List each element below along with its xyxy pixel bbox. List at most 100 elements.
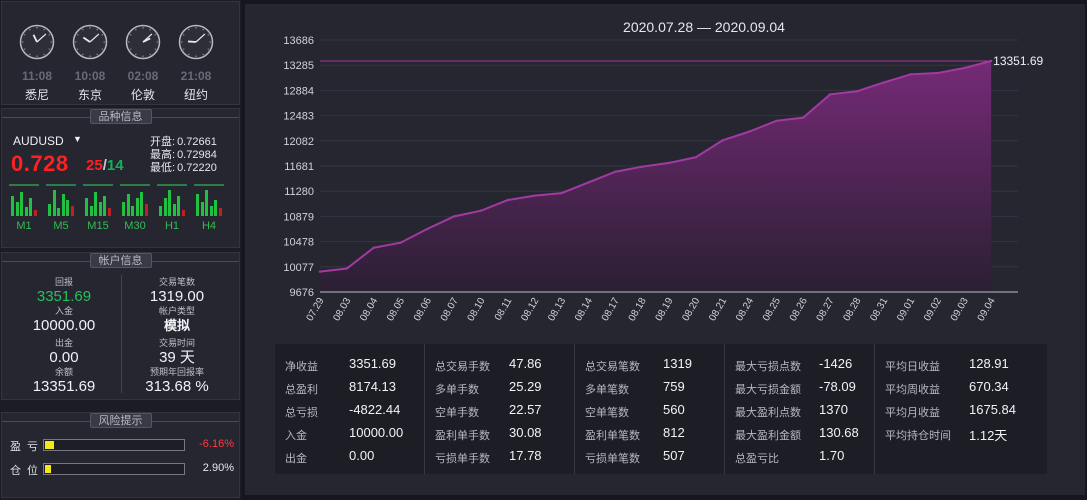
field-value: 10000.00 [32, 317, 96, 334]
risk-label: 盈亏 [10, 441, 44, 453]
field-label: 出金 [54, 338, 73, 348]
stat-value: 560 [663, 402, 685, 417]
spread-bid: 14 [106, 157, 124, 174]
divider [121, 275, 122, 393]
risk-pnl: 盈亏 -6.16% [10, 438, 234, 453]
field-label: 回报 [54, 277, 73, 287]
signal-bar [98, 202, 102, 216]
data-point [748, 130, 751, 133]
signal-bar [168, 190, 171, 216]
signal-bar [205, 190, 208, 216]
signal-bars-icon [120, 184, 150, 216]
stats-column: 总交易笔数 1319 多单笔数 759 空单笔数 560 盈利单笔数 812 亏损单笔数 507 [575, 344, 725, 474]
timeframe-h4[interactable]: H4 [194, 184, 224, 232]
timeframe-label: M5 [53, 220, 69, 232]
clock-london: 02:08 伦敦 [123, 24, 163, 103]
stat-value: 670.34 [969, 379, 1009, 394]
stat-value: 1370 [819, 402, 848, 417]
data-point [372, 246, 375, 249]
stat-label: 最大亏损金额 [735, 384, 801, 396]
x-tick-label: 08.12 [519, 296, 541, 324]
timeframe-m1[interactable]: M1 [9, 184, 39, 232]
field-label: 帐户类型 [158, 306, 195, 316]
stat-label: 最大盈利金额 [735, 430, 801, 442]
chevron-down-icon[interactable]: ▼ [73, 134, 82, 144]
x-tick-label: 08.05 [385, 296, 407, 324]
x-tick-label: 08.28 [841, 296, 863, 324]
stat-value: 30.08 [509, 425, 542, 440]
stat-label: 多单手数 [435, 384, 479, 396]
stats-column: 总交易手数 47.86 多单手数 25.29 空单手数 22.57 盈利单手数 30.08 亏损… [425, 344, 575, 474]
signal-bar [177, 196, 180, 216]
timeframe-m15[interactable]: M15 [83, 184, 113, 232]
signal-bar [122, 202, 125, 216]
data-point [802, 116, 805, 119]
timeframe-h1[interactable]: H1 [157, 184, 187, 232]
stat-label: 平均周收益 [885, 384, 940, 396]
risk-position: 仓位 2.90% [10, 462, 234, 477]
clock-tick [154, 48, 157, 50]
clock-tokyo: 10:08 东京 [70, 24, 110, 103]
x-tick-label: 08.04 [358, 296, 380, 324]
stat-value: 1319 [663, 356, 692, 371]
clock-minute-hand [142, 33, 153, 43]
stat-value: 130.68 [819, 425, 859, 440]
equity-chart: 2020.07.28 — 2020.09.04 9676 10077 10478 108… [283, 19, 1043, 324]
y-tick-label: 13686 [283, 35, 314, 47]
field-value: 3351.69 [36, 288, 92, 305]
clock-tick [135, 28, 137, 31]
field-label: 交易时间 [158, 338, 195, 348]
section-header: 帐户信息 [2, 253, 239, 269]
x-tick-label: 09.01 [895, 296, 917, 324]
low-value: 0.72220 [177, 162, 217, 174]
stat-value: 22.57 [509, 402, 542, 417]
data-point [345, 267, 349, 270]
clock-tick [96, 28, 98, 31]
stat-value: 8174.13 [349, 379, 396, 394]
x-tick-label: 08.21 [707, 296, 729, 324]
stat-label: 盈利单笔数 [585, 430, 640, 442]
field-value: 313.68 % [145, 378, 209, 395]
clock-tick [149, 28, 151, 31]
chart-title: 2020.07.28 — 2020.09.04 [623, 19, 785, 35]
x-tick-label: 08.13 [546, 296, 568, 324]
field-label: 预期年回报率 [149, 367, 204, 377]
account-return: 回报 3351.69 [9, 275, 119, 305]
signal-bar [24, 207, 28, 216]
field-label: 余额 [54, 367, 73, 377]
field-value: 模拟 [163, 318, 190, 333]
stats-column: 净收益 3351.69 总盈利 8174.13 总亏损 -4822.44 入金 10000.0… [275, 344, 425, 474]
signal-bar [214, 200, 217, 216]
data-point [614, 170, 617, 173]
data-point [560, 191, 563, 195]
signal-bars-icon [83, 184, 113, 216]
clock-tick [182, 48, 185, 50]
account-balance: 余额 13351.69 [9, 365, 119, 395]
section-title: 品种信息 [89, 109, 152, 124]
timeframe-m30[interactable]: M30 [120, 184, 150, 232]
account-type: 帐户类型 模拟 [122, 304, 232, 334]
account-withdrawal: 出金 0.00 [9, 336, 119, 366]
timeframe-m5[interactable]: M5 [46, 184, 76, 232]
y-tick-label: 13285 [283, 60, 314, 72]
stat-value: 0.00 [349, 448, 375, 463]
x-tick-label: 09.04 [976, 296, 998, 324]
stat-label: 净收益 [285, 361, 318, 373]
clock-minute-hand [89, 33, 100, 43]
signal-bar [140, 192, 143, 216]
signal-bar [103, 196, 106, 216]
clock-tick [43, 53, 45, 56]
signal-bar [163, 198, 167, 216]
x-tick-label: 08.18 [627, 296, 649, 324]
risk-bar-track [43, 463, 185, 475]
x-tick-label: 08.20 [680, 296, 702, 324]
risk-warning-panel: 风险提示 盈亏 -6.16% 仓位 2.90% [1, 412, 240, 498]
symbol-selector[interactable]: AUDUSD [13, 134, 64, 148]
clock-tick [23, 48, 26, 50]
symbol-price: 0.728 [11, 151, 69, 176]
clock-icon [19, 24, 55, 60]
signal-bars-icon [194, 184, 224, 216]
stat-value: -78.09 [819, 379, 856, 394]
stat-value: 812 [663, 425, 685, 440]
data-point [989, 59, 993, 63]
